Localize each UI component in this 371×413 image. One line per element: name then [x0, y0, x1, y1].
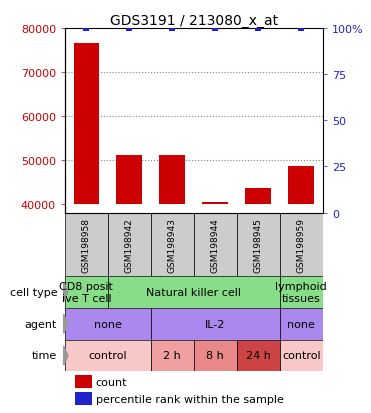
- Text: IL-2: IL-2: [205, 319, 226, 329]
- Bar: [151, 340, 194, 371]
- Bar: [116, 156, 142, 204]
- Text: cell type: cell type: [10, 287, 57, 297]
- Bar: [75, 392, 92, 405]
- Polygon shape: [64, 283, 68, 302]
- Text: GSM198943: GSM198943: [168, 217, 177, 272]
- Polygon shape: [64, 346, 68, 365]
- Bar: [237, 213, 280, 276]
- Text: 24 h: 24 h: [246, 351, 271, 361]
- Bar: [65, 276, 108, 308]
- Text: GSM198942: GSM198942: [125, 218, 134, 272]
- Text: 8 h: 8 h: [206, 351, 224, 361]
- Bar: [151, 308, 280, 340]
- Bar: [203, 202, 228, 204]
- Text: percentile rank within the sample: percentile rank within the sample: [96, 394, 284, 404]
- Text: GSM198944: GSM198944: [211, 218, 220, 272]
- Bar: [75, 375, 92, 388]
- Bar: [160, 156, 185, 204]
- Text: 2 h: 2 h: [164, 351, 181, 361]
- Bar: [237, 340, 280, 371]
- Text: control: control: [89, 351, 127, 361]
- Polygon shape: [64, 314, 68, 333]
- Bar: [194, 340, 237, 371]
- Text: count: count: [96, 377, 127, 387]
- Bar: [280, 276, 323, 308]
- Bar: [280, 308, 323, 340]
- Text: GSM198958: GSM198958: [82, 217, 91, 272]
- Text: CD8 posit
ive T cell: CD8 posit ive T cell: [59, 282, 114, 303]
- Bar: [288, 167, 314, 204]
- Bar: [151, 213, 194, 276]
- Text: lymphoid
tissues: lymphoid tissues: [275, 282, 327, 303]
- Bar: [65, 213, 108, 276]
- Bar: [65, 340, 151, 371]
- Text: Natural killer cell: Natural killer cell: [146, 287, 242, 297]
- Bar: [65, 308, 151, 340]
- Text: control: control: [282, 351, 321, 361]
- Bar: [280, 340, 323, 371]
- Text: none: none: [94, 319, 122, 329]
- Text: GSM198945: GSM198945: [254, 217, 263, 272]
- Bar: [194, 213, 237, 276]
- Bar: [73, 44, 99, 204]
- Bar: [280, 213, 323, 276]
- Text: agent: agent: [25, 319, 57, 329]
- Title: GDS3191 / 213080_x_at: GDS3191 / 213080_x_at: [110, 14, 278, 28]
- Text: none: none: [288, 319, 315, 329]
- Text: GSM198959: GSM198959: [297, 217, 306, 272]
- Text: time: time: [32, 351, 57, 361]
- Bar: [108, 276, 280, 308]
- Bar: [246, 189, 271, 204]
- Bar: [108, 213, 151, 276]
